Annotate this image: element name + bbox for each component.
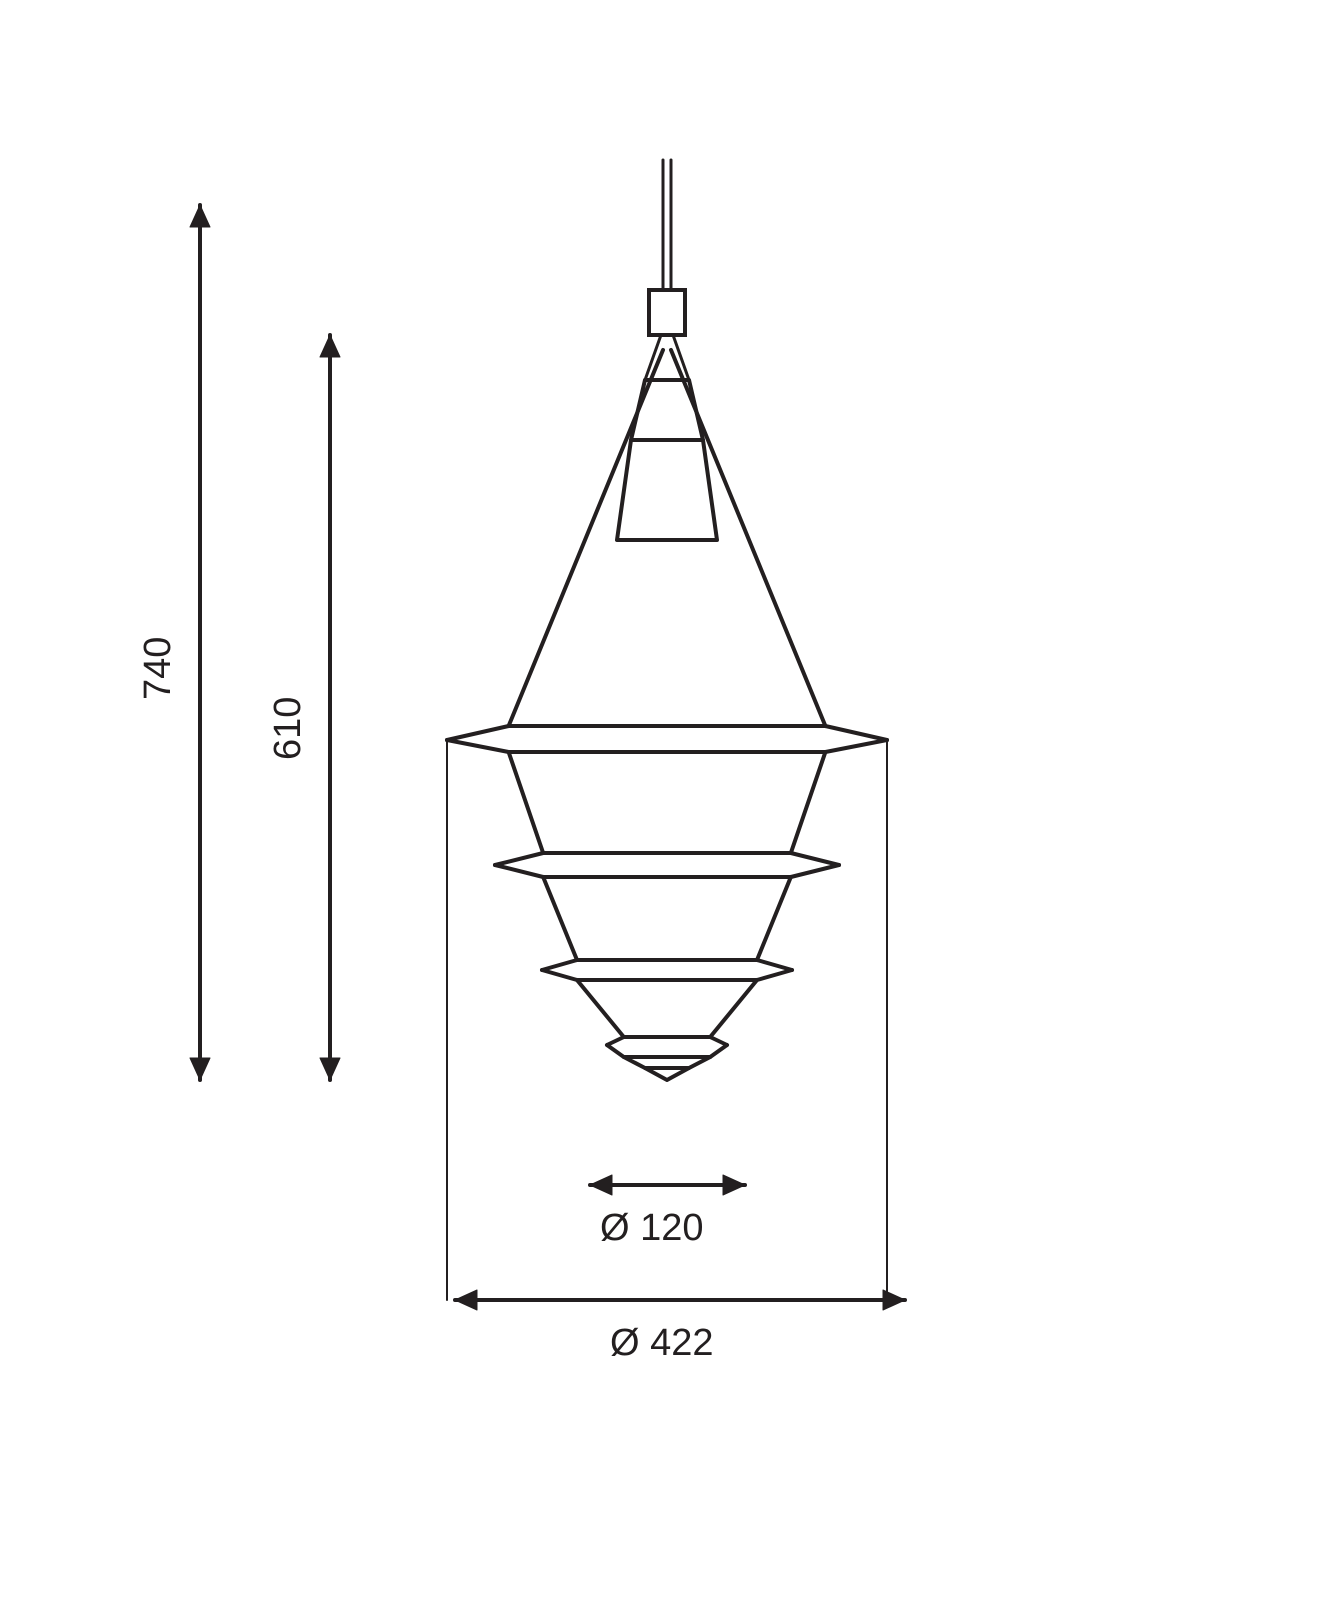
dim-label-610: 610 (267, 697, 309, 760)
pendant-lamp (447, 160, 887, 1300)
technical-drawing: 740 610 Ø 120 Ø 422 (0, 0, 1333, 1600)
dim-label-120: Ø 120 (600, 1207, 704, 1249)
dim-label-740: 740 (137, 637, 179, 700)
dim-label-422: Ø 422 (610, 1322, 714, 1364)
